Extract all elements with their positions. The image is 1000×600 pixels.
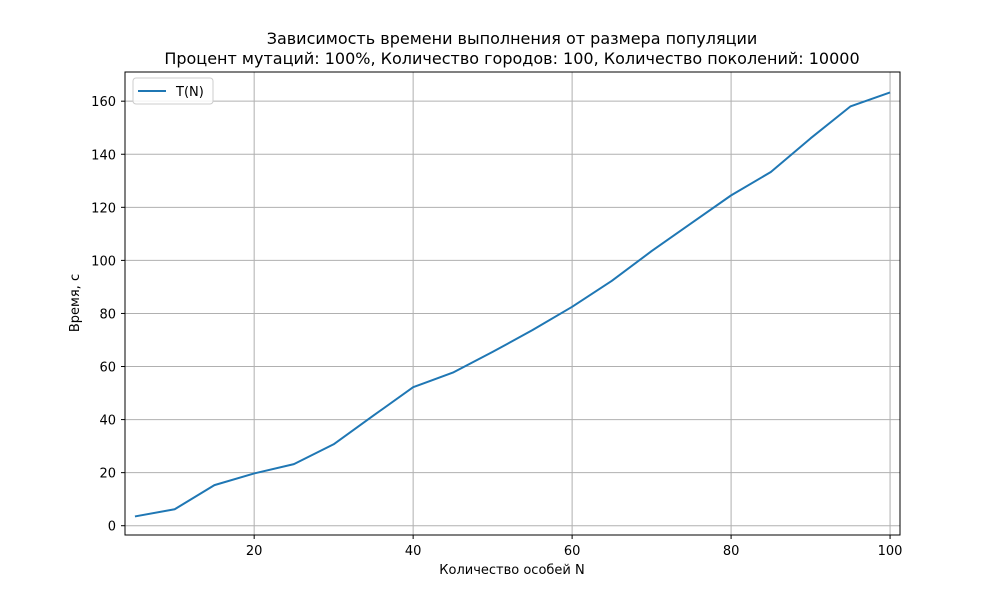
chart-subtitle: Процент мутаций: 100%, Количество городо… (164, 49, 859, 68)
plot-area: 20 40 60 80 100 0 20 40 60 80 100 120 140 160 T(N) (91, 71, 903, 559)
y-tick-label: 100 (91, 254, 116, 269)
x-tick-label: 100 (878, 544, 903, 559)
data-point (889, 91, 892, 94)
data-point (849, 105, 852, 108)
plot-frame (124, 71, 901, 536)
data-point (531, 329, 534, 332)
data-point (292, 463, 295, 466)
y-tick-label: 20 (99, 467, 116, 482)
x-tick-label: 60 (564, 544, 581, 559)
data-point (730, 194, 733, 197)
y-tick-label: 120 (91, 201, 116, 216)
data-point (769, 171, 772, 174)
data-point (213, 484, 216, 487)
y-tick-label: 60 (99, 361, 116, 376)
chart-title: Зависимость времени выполнения от размер… (267, 29, 758, 48)
data-point (253, 472, 256, 475)
y-tick-label: 0 (108, 520, 116, 535)
data-point (332, 443, 335, 446)
data-point (372, 414, 375, 417)
data-point (451, 371, 454, 374)
y-tick-label: 160 (91, 95, 116, 110)
data-point (690, 222, 693, 225)
data-point (491, 350, 494, 353)
y-tick-label: 80 (99, 307, 116, 322)
x-tick-label: 20 (246, 544, 263, 559)
data-point (412, 386, 415, 389)
x-tick-label: 80 (723, 544, 740, 559)
data-point (809, 137, 812, 140)
x-tick-label: 40 (405, 544, 422, 559)
x-axis-label: Количество особей N (439, 563, 584, 578)
data-point (610, 279, 613, 282)
legend-box (132, 77, 214, 105)
y-tick-label: 40 (99, 414, 116, 429)
data-point (133, 515, 136, 518)
y-tick-label: 140 (91, 148, 116, 163)
series-line (134, 91, 891, 518)
data-point (650, 250, 653, 253)
legend: T(N) (132, 77, 214, 105)
data-point (571, 305, 574, 308)
y-axis-label: Время, с (68, 274, 83, 332)
legend-label: T(N) (175, 85, 204, 100)
data-point (173, 508, 176, 511)
